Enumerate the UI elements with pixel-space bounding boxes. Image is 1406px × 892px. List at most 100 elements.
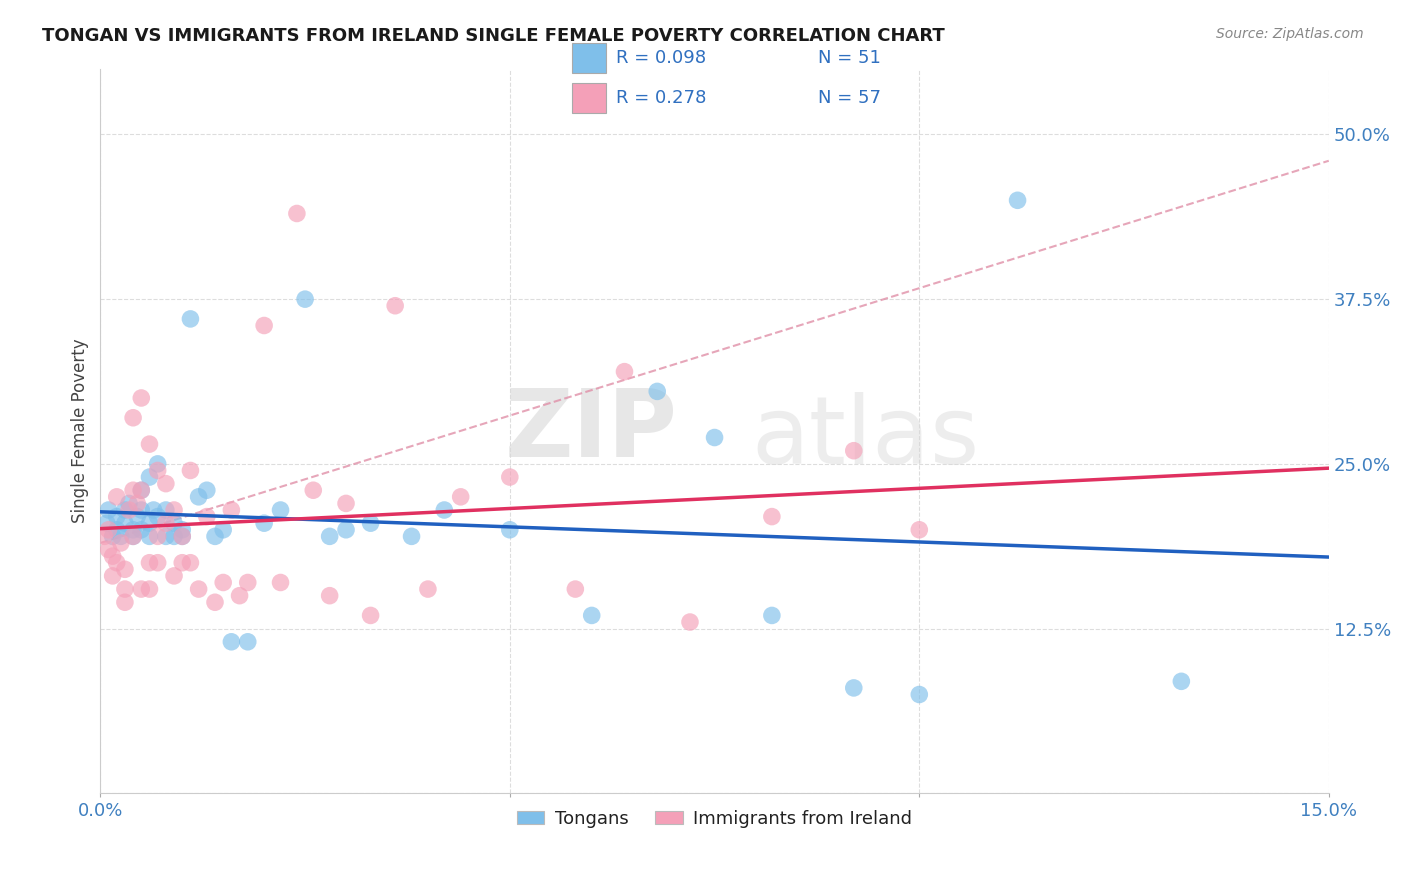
- Point: [401, 529, 423, 543]
- Point: [179, 556, 201, 570]
- Text: R = 0.278: R = 0.278: [616, 89, 706, 107]
- Point: [285, 206, 308, 220]
- Point: [179, 463, 201, 477]
- Point: [172, 529, 194, 543]
- Point: [908, 523, 931, 537]
- Point: [129, 523, 152, 537]
- Point: [129, 391, 152, 405]
- Point: [138, 529, 160, 543]
- Point: [105, 556, 128, 570]
- Point: [122, 523, 145, 537]
- Text: Source: ZipAtlas.com: Source: ZipAtlas.com: [1216, 27, 1364, 41]
- Point: [114, 503, 136, 517]
- Point: [97, 523, 120, 537]
- Point: [138, 470, 160, 484]
- Point: [146, 463, 169, 477]
- Point: [155, 529, 177, 543]
- Point: [96, 516, 118, 531]
- Point: [236, 575, 259, 590]
- Point: [270, 575, 292, 590]
- Point: [908, 688, 931, 702]
- Point: [101, 529, 124, 543]
- Point: [129, 503, 152, 517]
- Point: [118, 496, 141, 510]
- Point: [138, 582, 160, 596]
- Point: [236, 634, 259, 648]
- Point: [499, 470, 522, 484]
- Point: [127, 496, 149, 510]
- Point: [127, 509, 149, 524]
- Point: [118, 503, 141, 517]
- Point: [155, 476, 177, 491]
- Point: [105, 490, 128, 504]
- Point: [163, 569, 186, 583]
- Point: [101, 569, 124, 583]
- Point: [172, 556, 194, 570]
- Point: [122, 529, 145, 543]
- Point: [499, 523, 522, 537]
- Text: atlas: atlas: [751, 392, 980, 484]
- Point: [187, 490, 209, 504]
- Point: [97, 503, 120, 517]
- Point: [146, 509, 169, 524]
- Point: [146, 529, 169, 543]
- Point: [212, 523, 235, 537]
- Point: [163, 516, 186, 531]
- Point: [253, 516, 276, 531]
- Point: [450, 490, 472, 504]
- Point: [335, 523, 357, 537]
- Point: [335, 496, 357, 510]
- Point: [163, 529, 186, 543]
- Legend: Tongans, Immigrants from Ireland: Tongans, Immigrants from Ireland: [509, 803, 920, 835]
- Point: [163, 503, 186, 517]
- Point: [101, 549, 124, 563]
- Point: [761, 608, 783, 623]
- Point: [294, 292, 316, 306]
- Text: ZIP: ZIP: [505, 385, 678, 477]
- Point: [842, 681, 865, 695]
- Point: [138, 516, 160, 531]
- Point: [221, 503, 243, 517]
- Point: [155, 516, 177, 531]
- Text: N = 51: N = 51: [818, 49, 882, 67]
- Point: [114, 562, 136, 576]
- Point: [842, 443, 865, 458]
- Point: [114, 516, 136, 531]
- Point: [172, 523, 194, 537]
- Point: [146, 457, 169, 471]
- Point: [228, 589, 250, 603]
- Point: [564, 582, 586, 596]
- Point: [129, 483, 152, 498]
- Point: [110, 536, 132, 550]
- Point: [221, 634, 243, 648]
- Point: [155, 503, 177, 517]
- Y-axis label: Single Female Poverty: Single Female Poverty: [72, 339, 89, 524]
- Point: [302, 483, 325, 498]
- Point: [1170, 674, 1192, 689]
- Point: [93, 529, 115, 543]
- Point: [360, 516, 382, 531]
- Text: N = 57: N = 57: [818, 89, 882, 107]
- FancyBboxPatch shape: [572, 83, 606, 112]
- Point: [204, 595, 226, 609]
- Point: [1007, 194, 1029, 208]
- Point: [212, 575, 235, 590]
- Point: [270, 503, 292, 517]
- Point: [122, 529, 145, 543]
- Point: [613, 365, 636, 379]
- Point: [384, 299, 406, 313]
- Point: [138, 556, 160, 570]
- Point: [761, 509, 783, 524]
- Point: [129, 483, 152, 498]
- Point: [114, 582, 136, 596]
- Point: [129, 582, 152, 596]
- Point: [172, 529, 194, 543]
- Point: [105, 509, 128, 524]
- Point: [122, 483, 145, 498]
- Point: [433, 503, 456, 517]
- Point: [179, 312, 201, 326]
- Point: [703, 430, 725, 444]
- Point: [318, 529, 340, 543]
- Point: [122, 410, 145, 425]
- Point: [138, 437, 160, 451]
